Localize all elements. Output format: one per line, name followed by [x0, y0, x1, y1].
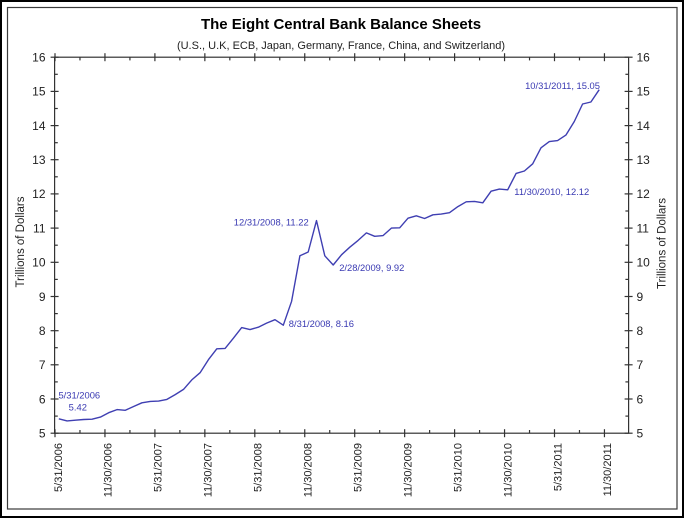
svg-text:5/31/2011: 5/31/2011 — [552, 443, 564, 491]
svg-text:11/30/2006: 11/30/2006 — [103, 443, 115, 497]
svg-text:14: 14 — [32, 119, 46, 133]
svg-text:9: 9 — [637, 290, 644, 304]
svg-text:5/31/2006: 5/31/2006 — [53, 443, 65, 492]
svg-text:8: 8 — [39, 324, 46, 338]
svg-text:11/30/2011: 11/30/2011 — [602, 443, 614, 496]
svg-text:5/31/2008: 5/31/2008 — [253, 443, 265, 492]
svg-text:The Eight Central Bank Balance: The Eight Central Bank Balance Sheets — [201, 16, 481, 33]
svg-text:5/31/2009: 5/31/2009 — [352, 443, 364, 492]
svg-text:16: 16 — [637, 51, 651, 65]
svg-text:11/30/2010: 11/30/2010 — [502, 443, 514, 497]
svg-text:12/31/2008, 11.22: 12/31/2008, 11.22 — [234, 217, 309, 228]
svg-text:11/30/2007: 11/30/2007 — [203, 443, 215, 497]
svg-text:11: 11 — [33, 221, 46, 235]
svg-text:5/31/2006: 5/31/2006 — [58, 390, 100, 401]
svg-text:8/31/2008, 8.16: 8/31/2008, 8.16 — [289, 318, 354, 329]
svg-text:5: 5 — [637, 427, 644, 441]
svg-text:10/31/2011, 15.05: 10/31/2011, 15.05 — [525, 80, 600, 91]
svg-text:11/30/2009: 11/30/2009 — [402, 443, 414, 497]
svg-text:6: 6 — [39, 392, 46, 406]
svg-text:8: 8 — [637, 324, 644, 338]
svg-text:15: 15 — [32, 85, 46, 99]
svg-text:Trillions of Dollars: Trillions of Dollars — [657, 198, 669, 289]
svg-text:12: 12 — [637, 187, 651, 201]
svg-text:15: 15 — [637, 85, 651, 99]
svg-text:10: 10 — [637, 256, 651, 270]
svg-text:5/31/2010: 5/31/2010 — [452, 443, 464, 492]
svg-text:12: 12 — [32, 187, 46, 201]
svg-text:11/30/2010, 12.12: 11/30/2010, 12.12 — [514, 186, 589, 197]
svg-text:13: 13 — [32, 153, 46, 167]
svg-text:5.42: 5.42 — [69, 402, 87, 413]
svg-text:16: 16 — [32, 51, 46, 65]
svg-text:14: 14 — [637, 119, 651, 133]
svg-text:13: 13 — [637, 153, 651, 167]
svg-text:(U.S., U.K, ECB, Japan, German: (U.S., U.K, ECB, Japan, Germany, France,… — [177, 40, 505, 52]
svg-text:2/28/2009, 9.92: 2/28/2009, 9.92 — [339, 262, 404, 273]
svg-text:7: 7 — [39, 358, 46, 372]
svg-text:5/31/2007: 5/31/2007 — [153, 443, 165, 492]
svg-text:11/30/2008: 11/30/2008 — [303, 443, 315, 497]
svg-text:11: 11 — [637, 221, 650, 235]
svg-text:Trillions of Dollars: Trillions of Dollars — [15, 196, 27, 287]
svg-text:10: 10 — [32, 256, 46, 270]
svg-text:5: 5 — [39, 427, 46, 441]
svg-text:7: 7 — [637, 358, 644, 372]
svg-text:6: 6 — [637, 392, 644, 406]
svg-text:9: 9 — [39, 290, 46, 304]
